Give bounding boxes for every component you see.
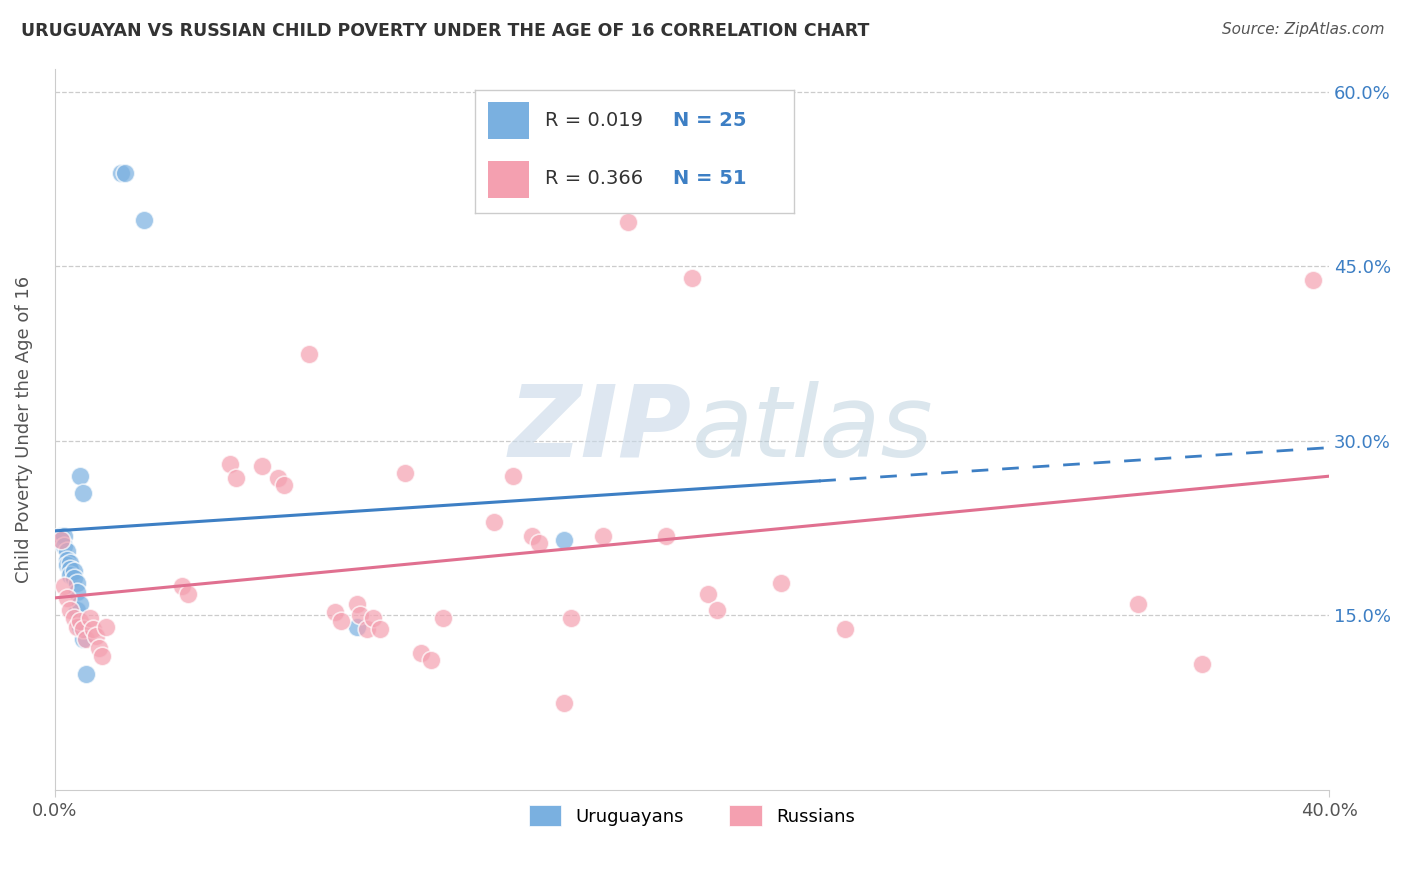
Point [560, 611, 582, 625]
Point [69, 620, 91, 634]
Point [110, 166, 132, 180]
Point [1302, 273, 1324, 287]
Point [394, 467, 416, 481]
Point [72, 486, 94, 500]
Point [502, 468, 524, 483]
Point [553, 533, 575, 547]
Point [75, 632, 97, 646]
Point [84, 629, 107, 643]
Point [706, 602, 728, 616]
Point [409, 646, 432, 660]
Point [72, 632, 94, 646]
Point [69, 468, 91, 483]
Point [62, 564, 84, 578]
Point [91, 649, 114, 664]
Point [419, 652, 441, 666]
Point [53, 529, 76, 543]
Point [617, 215, 640, 229]
Point [592, 529, 614, 543]
Point [132, 212, 155, 227]
Point [49, 529, 72, 543]
Point [69, 614, 91, 628]
Point [527, 536, 550, 550]
Point [681, 271, 703, 285]
Text: Source: ZipAtlas.com: Source: ZipAtlas.com [1222, 22, 1385, 37]
Point [484, 516, 506, 530]
Point [72, 623, 94, 637]
Point [114, 166, 136, 180]
Point [82, 623, 104, 637]
Point [349, 608, 371, 623]
Y-axis label: Child Poverty Under the Age of 16: Child Poverty Under the Age of 16 [15, 276, 32, 582]
Point [75, 666, 97, 681]
Point [250, 459, 273, 474]
Point [330, 614, 353, 628]
Point [834, 623, 856, 637]
Point [432, 611, 454, 625]
Point [89, 640, 111, 655]
Point [59, 556, 82, 570]
Text: URUGUAYAN VS RUSSIAN CHILD POVERTY UNDER THE AGE OF 16 CORRELATION CHART: URUGUAYAN VS RUSSIAN CHILD POVERTY UNDER… [21, 22, 869, 40]
Point [170, 579, 193, 593]
Point [346, 620, 368, 634]
Text: atlas: atlas [692, 381, 934, 478]
Point [66, 585, 89, 599]
Point [94, 620, 117, 634]
Point [218, 457, 240, 471]
Point [56, 552, 79, 566]
Point [323, 605, 346, 619]
Point [66, 602, 89, 616]
Point [53, 579, 76, 593]
Point [177, 587, 200, 601]
Point [696, 587, 718, 601]
Point [1191, 657, 1213, 672]
Point [266, 471, 288, 485]
Point [59, 567, 82, 582]
Legend: Uruguayans, Russians: Uruguayans, Russians [520, 796, 865, 835]
Point [1126, 597, 1149, 611]
Point [346, 597, 368, 611]
Text: ZIP: ZIP [509, 381, 692, 478]
Point [56, 544, 79, 558]
Point [361, 611, 384, 625]
Point [655, 529, 678, 543]
Point [56, 591, 79, 605]
Point [53, 539, 76, 553]
Point [69, 597, 91, 611]
Point [368, 623, 391, 637]
Point [225, 471, 247, 485]
Point [273, 478, 295, 492]
Point [769, 575, 792, 590]
Point [66, 575, 89, 590]
Point [356, 623, 378, 637]
Point [62, 571, 84, 585]
Point [298, 346, 321, 360]
Point [59, 602, 82, 616]
Point [62, 611, 84, 625]
Point [522, 529, 544, 543]
Point [79, 611, 101, 625]
Point [49, 533, 72, 547]
Point [66, 620, 89, 634]
Point [56, 558, 79, 573]
Point [59, 562, 82, 576]
Point [553, 696, 575, 710]
